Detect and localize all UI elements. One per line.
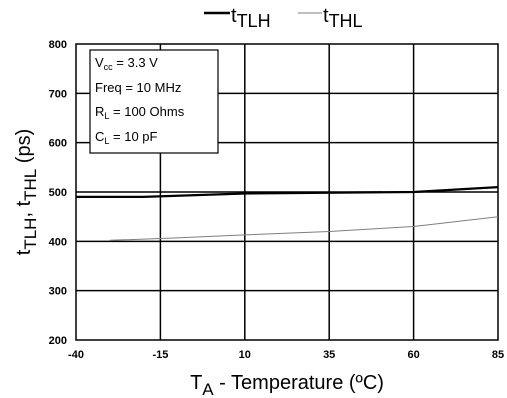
legend-label-tlh: tTLH [231,5,271,31]
y-axis-label: tTLH, tTHL (ps) [13,129,40,255]
y-tick-label: 400 [49,236,67,248]
legend: tTLH tTHL [204,5,363,31]
condition-freq: Freq = 10 MHz [95,80,181,95]
condition-vcc: Vcc = 3.3 V [95,55,158,72]
condition-rl: RL = 100 Ohms [95,104,185,121]
x-tick-label: 10 [239,349,251,361]
y-tick-label: 200 [49,335,67,347]
y-tick-label: 800 [49,39,67,51]
x-tick-label: -40 [68,349,84,361]
series-line-tlh [76,186,499,198]
tick-labels: -40 -15 10 35 60 85 200 300 400 500 600 700 800 [49,39,504,361]
x-axis-label: TA - Temperature (ºC) [190,372,384,398]
y-tick-label: 600 [49,138,67,150]
legend-label-thl: tTHL [323,5,363,31]
y-tick-label: 700 [49,88,67,100]
x-tick-label: -15 [152,349,168,361]
y-tick-label: 500 [49,187,67,199]
series-layer [76,186,499,241]
x-tick-label: 60 [407,349,419,361]
x-tick-label: 85 [492,349,504,361]
series-line-thl [109,216,499,241]
y-tick-label: 300 [49,286,67,298]
conditions-box-border [89,49,219,154]
condition-cl: CL = 10 pF [95,129,158,146]
x-tick-label: 35 [323,349,335,361]
conditions-box: Vcc = 3.3 V Freq = 10 MHz RL = 100 Ohms … [89,49,219,154]
